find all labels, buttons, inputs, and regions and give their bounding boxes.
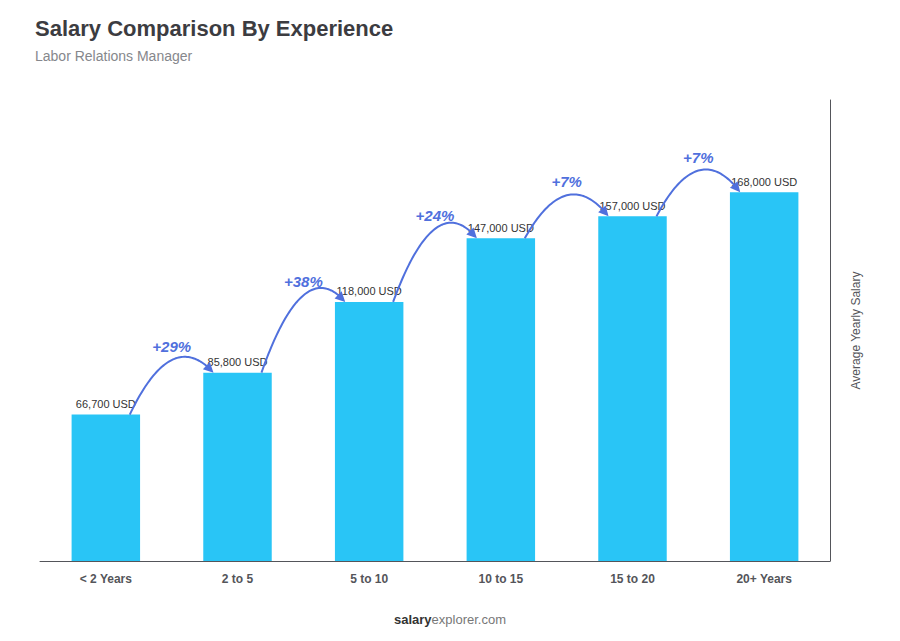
- svg-text:5 to 10: 5 to 10: [350, 572, 388, 586]
- svg-text:< 2 Years: < 2 Years: [80, 572, 132, 586]
- svg-text:157,000 USD: 157,000 USD: [599, 200, 665, 212]
- svg-text:2 to 5: 2 to 5: [222, 572, 254, 586]
- svg-text:explorer.com: explorer.com: [432, 612, 506, 627]
- svg-text:+7%: +7%: [683, 149, 713, 166]
- svg-text:Average Yearly Salary: Average Yearly Salary: [849, 272, 863, 390]
- svg-text:salary: salary: [394, 612, 432, 627]
- svg-text:66,700 USD: 66,700 USD: [76, 398, 136, 410]
- svg-text:+38%: +38%: [284, 273, 323, 290]
- svg-text:10 to 15: 10 to 15: [478, 572, 523, 586]
- svg-text:168,000 USD: 168,000 USD: [731, 176, 797, 188]
- svg-text:20+ Years: 20+ Years: [736, 572, 792, 586]
- svg-text:85,800 USD: 85,800 USD: [208, 356, 268, 368]
- svg-text:Salary Comparison By Experienc: Salary Comparison By Experience: [35, 16, 393, 41]
- svg-text:+29%: +29%: [152, 338, 191, 355]
- svg-text:15 to 20: 15 to 20: [610, 572, 655, 586]
- svg-text:+7%: +7%: [551, 173, 581, 190]
- svg-text:147,000 USD: 147,000 USD: [468, 222, 534, 234]
- svg-text:118,000 USD: 118,000 USD: [337, 285, 402, 297]
- svg-text:Labor Relations Manager: Labor Relations Manager: [35, 48, 193, 64]
- svg-text:+24%: +24%: [416, 207, 455, 224]
